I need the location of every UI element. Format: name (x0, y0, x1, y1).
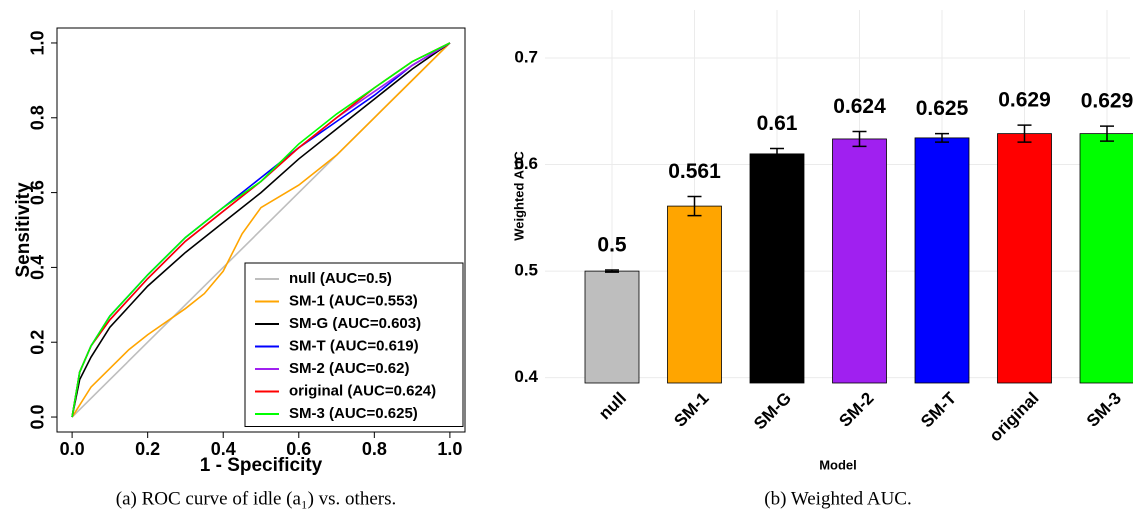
bar (1079, 133, 1133, 384)
value-label: 0.629 (998, 89, 1051, 112)
error-bar (1100, 125, 1114, 142)
value-label: 0.561 (668, 160, 721, 183)
legend-label: SM-1 (AUC=0.553) (289, 292, 418, 309)
error-bar (852, 130, 867, 148)
bar (914, 137, 970, 384)
caption: (a) ROC curve of idle (a₁) vs. others. (116, 488, 396, 509)
y-tick-label: 1.0 (28, 30, 48, 55)
error-bar (935, 132, 949, 143)
legend-label: SM-T (AUC=0.619) (289, 337, 419, 354)
x-tick-label: 0.2 (135, 439, 160, 459)
x-tick-label: SM-3 (1083, 389, 1125, 431)
bar (667, 205, 722, 384)
x-tick-label: 0.0 (60, 439, 85, 459)
x-axis-label: 1 - Specificity (200, 455, 323, 476)
x-tick-label: SM-1 (670, 389, 712, 431)
bar (997, 133, 1052, 384)
x-tick-label: 1.0 (437, 439, 462, 459)
legend-label: SM-2 (AUC=0.62) (289, 360, 409, 377)
x-tick-label: SM-T (917, 388, 960, 431)
legend-label: SM-3 (AUC=0.625) (289, 405, 418, 422)
roc-line (71, 42, 451, 418)
legend-label: original (AUC=0.624) (289, 382, 436, 399)
y-tick-label: 0.6 (514, 154, 538, 173)
error-bar (1017, 124, 1032, 143)
x-tick-label: original (986, 389, 1043, 446)
value-label: 0.61 (757, 112, 798, 135)
x-tick-label: SM-G (750, 389, 795, 434)
y-tick-label: 0.2 (28, 330, 48, 355)
bar (749, 153, 805, 384)
bar (584, 270, 640, 384)
x-tick-label: SM-2 (835, 389, 877, 431)
value-label: 0.624 (833, 95, 886, 118)
value-label: 0.629 (1081, 90, 1133, 113)
y-tick-label: 0.0 (28, 405, 48, 430)
y-tick-label: 0.4 (514, 367, 538, 386)
x-tick-label: null (595, 389, 630, 424)
roc-line (71, 42, 451, 418)
y-tick-label: 0.8 (28, 105, 48, 130)
y-tick-label: 0.5 (514, 261, 538, 280)
value-label: 0.625 (916, 97, 969, 120)
error-bar (687, 195, 702, 217)
x-axis-label: Model (819, 457, 857, 472)
legend-box (244, 262, 464, 427)
bar (832, 138, 887, 384)
x-tick-label: 0.6 (286, 439, 311, 459)
legend-label: SM-G (AUC=0.603) (289, 315, 421, 332)
y-tick-label: 0.7 (514, 47, 538, 66)
roc-line (71, 42, 451, 418)
value-label: 0.5 (597, 234, 627, 257)
x-tick-label: 0.8 (362, 439, 387, 459)
y-axis-label: Weighted AUC (511, 151, 526, 241)
y-tick-label: 0.4 (28, 255, 48, 280)
y-axis-label: Sensitivity (13, 182, 34, 277)
legend-label: null (AUC=0.5) (289, 270, 392, 287)
plot-border (56, 27, 466, 433)
error-bar (770, 147, 784, 160)
y-tick-label: 0.6 (28, 180, 48, 205)
caption: (b) Weighted AUC. (764, 488, 911, 509)
error-bar (605, 269, 619, 273)
x-tick-label: 0.4 (211, 439, 236, 459)
